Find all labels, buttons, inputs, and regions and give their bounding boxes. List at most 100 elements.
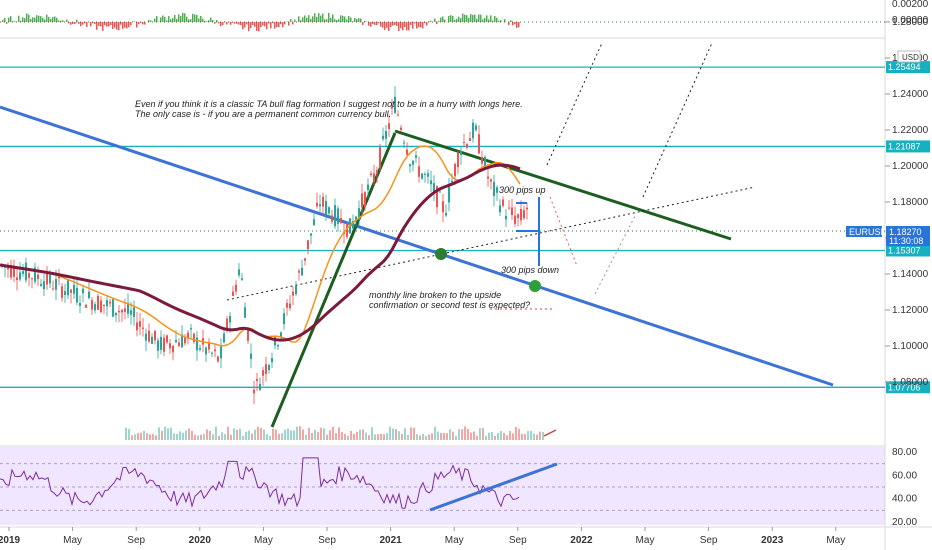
note-line-1: Even if you think it is a classic TA bul… [135, 99, 523, 109]
candle-body [427, 173, 429, 177]
macd-bar [518, 22, 520, 28]
candle-body [55, 279, 57, 290]
macd-bar [156, 16, 158, 22]
macd-bar [388, 22, 390, 31]
macd-bar [394, 22, 396, 26]
macd-bar [466, 15, 468, 22]
candle-body [256, 378, 258, 382]
rsi-tick-label: 20.00 [892, 517, 917, 528]
candle-body [19, 272, 21, 280]
macd-bar [462, 13, 464, 22]
macd-bar [42, 17, 44, 22]
volume-bar [440, 432, 442, 440]
current-price-text: 1.18270 [889, 227, 922, 237]
macd-bar [470, 14, 472, 22]
volume-bar [305, 434, 307, 440]
candle-body [145, 333, 147, 341]
candle-body [172, 345, 174, 353]
macd-bar [498, 20, 500, 22]
macd-bar [508, 22, 510, 26]
volume-bar [344, 434, 346, 440]
time-tick-label: May [636, 535, 655, 546]
candle-body [130, 310, 132, 315]
macd-bar [268, 22, 270, 24]
volume-bar [506, 435, 508, 440]
macd-bar [48, 16, 50, 22]
candle-body [157, 340, 159, 351]
candle-body [346, 222, 348, 237]
volume-bar [326, 434, 328, 440]
touch-point-marker [435, 248, 447, 260]
volume-bar [296, 426, 298, 440]
candle-body [391, 106, 393, 109]
macd-bar [322, 13, 324, 22]
macd-bar [30, 19, 32, 22]
candle-body [238, 269, 240, 276]
macd-bar [306, 17, 308, 22]
macd-bar [414, 22, 416, 24]
macd-bar [450, 15, 452, 22]
volume-bar [410, 427, 412, 440]
candle-body [280, 332, 282, 338]
macd-bar [162, 15, 164, 22]
candle-body [511, 207, 513, 216]
candle-body [433, 183, 435, 194]
current-price-tag [886, 226, 930, 246]
time-tick-label: 2023 [761, 535, 784, 546]
volume-bar [389, 426, 391, 440]
candle-body [226, 318, 228, 331]
macd-bar [148, 20, 150, 22]
macd-bar [266, 22, 268, 30]
macd-bar [362, 22, 364, 26]
currency-badge[interactable] [897, 50, 921, 63]
macd-bar [74, 22, 76, 25]
candle-body [61, 286, 63, 298]
candle-body [385, 130, 387, 139]
volume-bar [383, 434, 385, 440]
candle-body [28, 273, 30, 278]
volume-bar [374, 434, 376, 440]
volume-bar [131, 435, 133, 440]
macd-bar [436, 22, 438, 25]
macd-bar [270, 22, 272, 29]
volume-bar [134, 434, 136, 440]
macd-bar [250, 22, 252, 29]
candle-body [526, 207, 528, 210]
macd-bar [126, 22, 128, 29]
candle-body [508, 207, 510, 209]
candle-body [151, 336, 153, 344]
candle-body [223, 333, 225, 343]
candle-body [460, 150, 462, 156]
macd-bar [144, 22, 146, 25]
macd-bar [464, 14, 466, 22]
candle-body [211, 352, 213, 354]
macd-bar [454, 19, 456, 22]
moving-averages [0, 145, 521, 347]
volume-bar [176, 433, 178, 440]
volume-bar [197, 435, 199, 440]
rsi-trendline [429, 462, 558, 512]
macd-bar [482, 19, 484, 22]
monthly-blue-trendline [0, 105, 834, 387]
candle-body [439, 191, 441, 193]
candle-body [454, 163, 456, 177]
volume-bar [251, 433, 253, 440]
volume-bar [479, 428, 481, 440]
candle-body [481, 156, 483, 164]
candle-body [445, 213, 447, 216]
macd-bar [82, 22, 84, 25]
macd-bar [4, 17, 6, 22]
macd-bar [344, 16, 346, 22]
time-tick-label: 2020 [189, 535, 212, 546]
macd-bar [192, 13, 194, 22]
rsi-tick-label: 80.00 [892, 447, 917, 458]
macd-histogram [2, 12, 520, 32]
candle-body [100, 300, 102, 313]
macd-bar [276, 22, 278, 28]
macd-bar [190, 19, 192, 22]
candle-body [331, 215, 333, 222]
macd-bar [246, 22, 248, 25]
macd-bar [488, 19, 490, 22]
macd-bar [84, 22, 86, 24]
